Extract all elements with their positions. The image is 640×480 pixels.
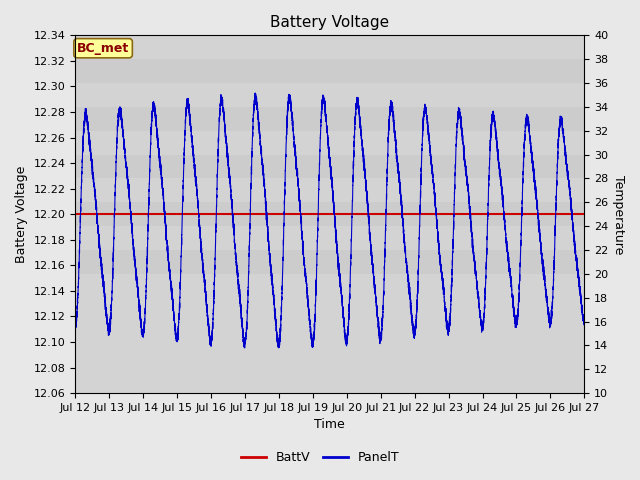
Bar [76, 59, 584, 83]
Bar [76, 155, 584, 179]
Text: BC_met: BC_met [77, 42, 129, 55]
Bar [76, 83, 584, 107]
Bar [76, 250, 584, 274]
Title: Battery Voltage: Battery Voltage [270, 15, 389, 30]
Bar [76, 202, 584, 226]
Bar [76, 0, 584, 12]
Bar [76, 36, 584, 59]
Bar [76, 131, 584, 155]
Y-axis label: Battery Voltage: Battery Voltage [15, 166, 28, 263]
Bar [76, 107, 584, 131]
Bar [76, 12, 584, 36]
Y-axis label: Temperature: Temperature [612, 175, 625, 254]
Legend: BattV, PanelT: BattV, PanelT [236, 446, 404, 469]
Bar [76, 226, 584, 250]
Bar [76, 179, 584, 202]
X-axis label: Time: Time [314, 419, 345, 432]
